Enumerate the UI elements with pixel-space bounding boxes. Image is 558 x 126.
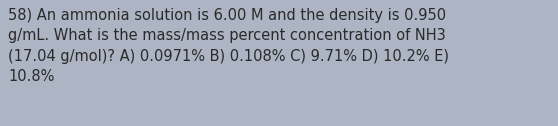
Text: 58) An ammonia solution is 6.00 M and the density is 0.950
g/mL. What is the mas: 58) An ammonia solution is 6.00 M and th…: [8, 8, 449, 84]
